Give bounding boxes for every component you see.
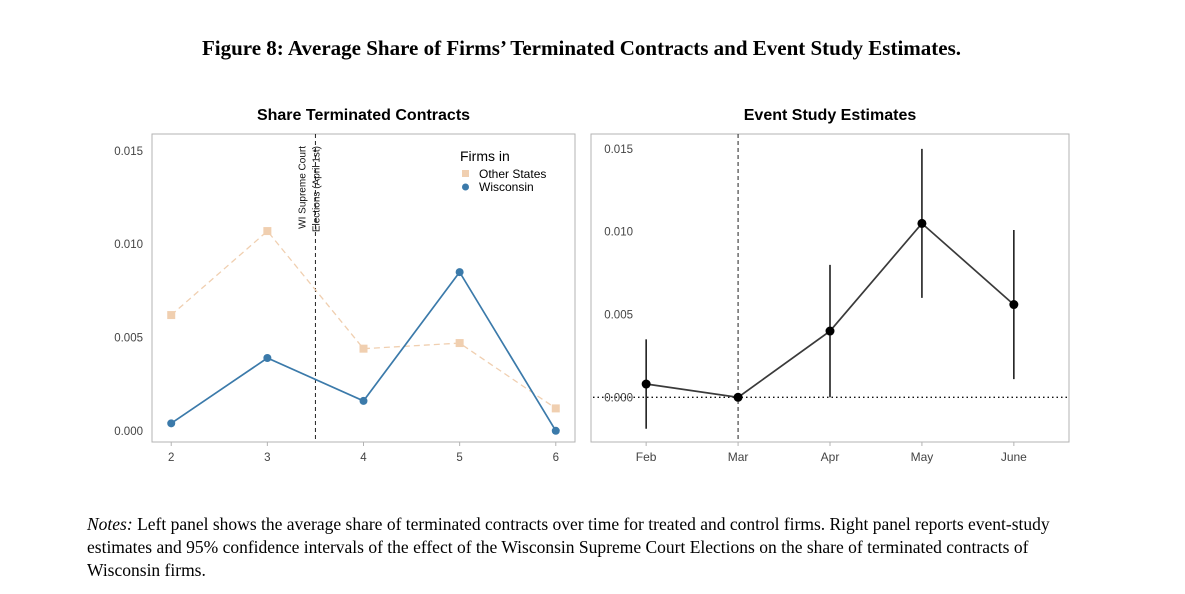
- right-y-tick-label: 0.010: [604, 227, 633, 239]
- right-estimate-point: [1009, 300, 1019, 310]
- notes-text: Left panel shows the average share of te…: [87, 514, 1050, 580]
- left-x-tick-label: 6: [553, 452, 559, 464]
- left-vline-label-line1: WI Supreme Court: [297, 146, 308, 229]
- figure-notes: Notes: Left panel shows the average shar…: [87, 513, 1097, 582]
- right-estimate-point: [825, 326, 835, 336]
- figure-title: Figure 8: Average Share of Firms’ Termin…: [201, 36, 962, 60]
- legend-key-wisconsin: [462, 183, 469, 191]
- left-point-wisconsin: [167, 419, 176, 428]
- right-estimate-point: [917, 218, 927, 228]
- left-point-wisconsin: [263, 354, 272, 362]
- left-x-tick-label: 4: [360, 452, 367, 464]
- left-y-tick-label: 0.015: [114, 146, 143, 158]
- left-event-vline-label: WI Supreme Court Elections (April 1st): [297, 146, 322, 232]
- left-point-other-states: [167, 311, 176, 320]
- right-x-tick-label: Feb: [636, 450, 657, 464]
- left-point-wisconsin: [359, 396, 368, 405]
- right-y-tick-label: 0.015: [604, 144, 633, 156]
- left-point-other-states: [455, 339, 464, 348]
- left-vline-label-line2: Elections (April 1st): [311, 146, 322, 232]
- left-legend-title: Firms in: [460, 148, 510, 164]
- right-estimate-point: [641, 379, 651, 389]
- left-y-tick-label: 0.010: [114, 239, 143, 251]
- legend-label-other-states: Other States: [479, 167, 546, 181]
- right-estimate-point: [733, 392, 743, 402]
- notes-label: Notes:: [87, 514, 133, 534]
- left-point-wisconsin: [551, 426, 560, 435]
- left-y-tick-label: 0.005: [114, 332, 143, 344]
- left-x-tick-label: 5: [456, 452, 462, 464]
- right-x-tick-label: Apr: [821, 450, 840, 464]
- left-point-wisconsin: [455, 268, 464, 277]
- left-series-line-other-states: [170, 230, 557, 409]
- left-panel-title: Share Terminated Contracts: [257, 107, 470, 124]
- left-point-other-states: [359, 344, 368, 353]
- right-x-tick-label: May: [911, 450, 934, 464]
- left-point-other-states: [551, 404, 560, 413]
- right-x-tick-label: June: [1001, 450, 1027, 464]
- left-x-tick-label: 2: [168, 452, 174, 464]
- left-x-tick-label: 3: [264, 452, 270, 464]
- right-y-tick-label: 0.005: [604, 309, 633, 321]
- right-panel-title: Event Study Estimates: [744, 107, 917, 124]
- legend-key-other-states: [462, 170, 469, 177]
- left-point-other-states: [263, 227, 272, 236]
- left-y-tick-label: 0.000: [114, 426, 143, 438]
- right-x-tick-label: Mar: [728, 450, 749, 464]
- legend-label-wisconsin: Wisconsin: [479, 180, 534, 194]
- right-y-tick-label: 0.000: [604, 392, 633, 404]
